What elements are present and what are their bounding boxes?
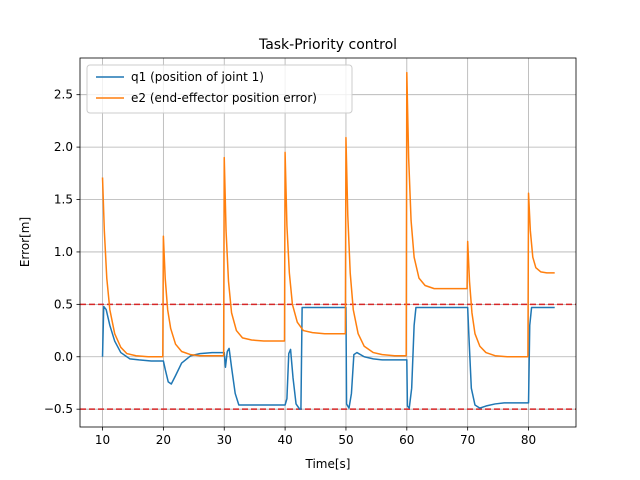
y-axis-label: Error[m]: [18, 217, 32, 267]
x-tick-label: 20: [156, 433, 171, 447]
y-tick-label: 1.0: [54, 245, 73, 259]
series-layer: [101, 71, 555, 410]
x-tick-label: 60: [399, 433, 414, 447]
y-tick-label: 1.5: [54, 193, 73, 207]
y-tick-label: 0.5: [54, 297, 73, 311]
x-tick-label: 70: [460, 433, 475, 447]
legend-box: [86, 64, 353, 114]
legend: q1 (position of joint 1) e2 (end-effecto…: [86, 64, 353, 114]
series-line-e2: [101, 71, 555, 358]
y-tick-label: 0.0: [54, 350, 73, 364]
y-axis: −0.5 0.0 0.5 1.0 1.5 2.0 2.5: [44, 88, 80, 416]
series-line-q1: [101, 305, 555, 410]
x-axis: 10 20 30 40 50 60 70 80: [95, 427, 536, 447]
x-tick-label: 80: [521, 433, 536, 447]
x-tick-label: 50: [338, 433, 353, 447]
y-tick-label: −0.5: [44, 402, 73, 416]
legend-label-e2: e2 (end-effector position error): [131, 91, 317, 105]
x-axis-label: Time[s]: [305, 457, 351, 471]
legend-label-q1: q1 (position of joint 1): [131, 70, 264, 84]
chart-title: Task-Priority control: [258, 37, 397, 53]
x-tick-label: 30: [217, 433, 232, 447]
y-tick-label: 2.0: [54, 140, 73, 154]
x-tick-label: 10: [95, 433, 110, 447]
y-tick-label: 2.5: [54, 88, 73, 102]
x-tick-label: 40: [277, 433, 292, 447]
plot-frame: [79, 57, 577, 428]
